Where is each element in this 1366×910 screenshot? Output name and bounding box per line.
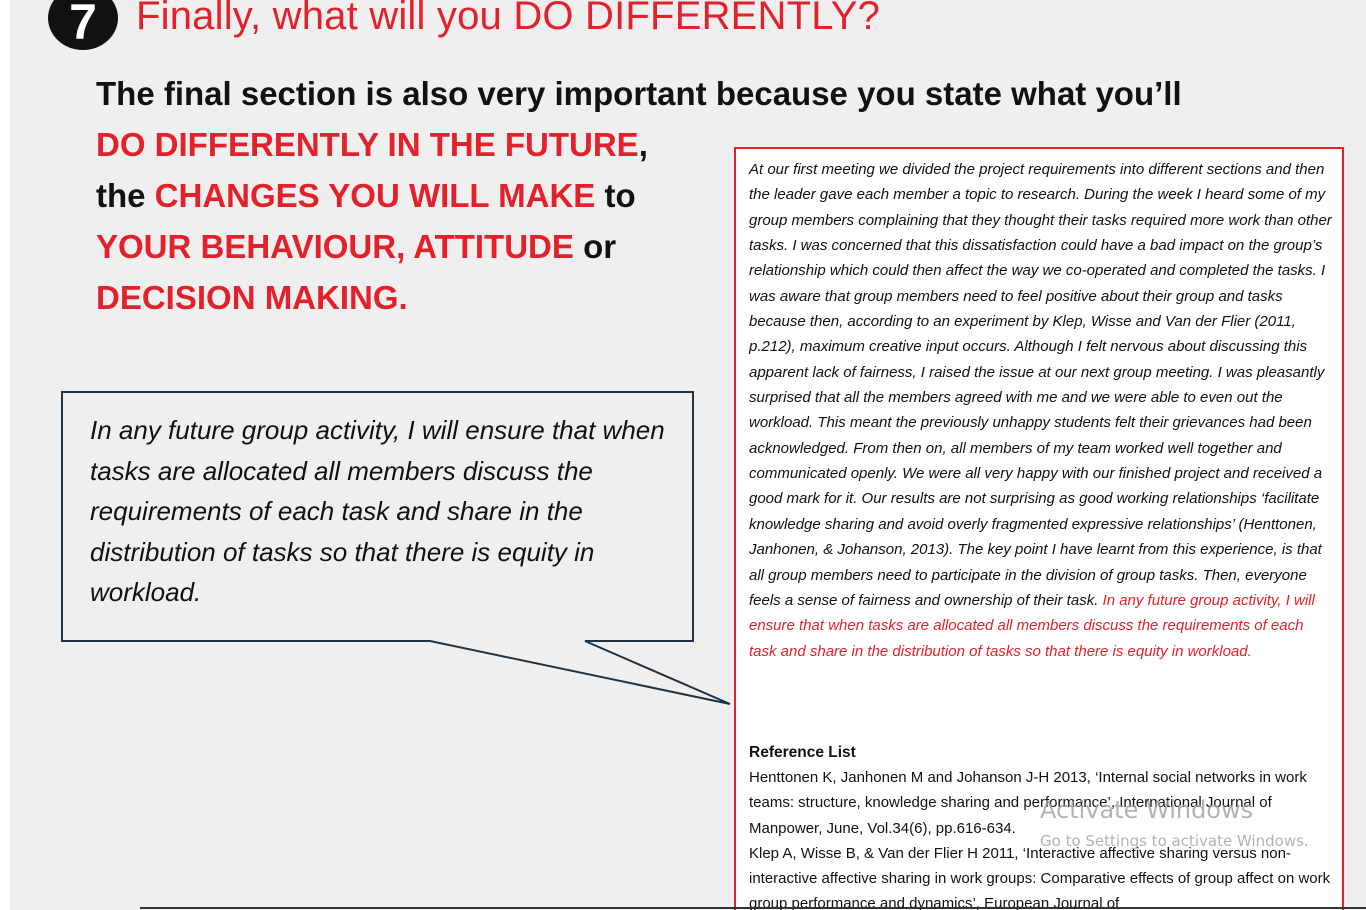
reference-list: Henttonen K, Janhonen M and Johanson J-H… — [749, 765, 1333, 910]
reference-entry: Henttonen K, Janhonen M and Johanson J-H… — [749, 765, 1333, 841]
slide-bottom-rule — [140, 907, 1366, 909]
reflection-body: At our first meeting we divided the proj… — [749, 161, 1332, 609]
reflection-paragraph: At our first meeting we divided the proj… — [749, 157, 1333, 664]
slide: 7 Finally, what will you DO DIFFERENTLY?… — [10, 0, 1366, 910]
callout-text: In any future group activity, I will ens… — [90, 410, 665, 613]
reference-entry: Klep A, Wisse B, & Van der Flier H 2011,… — [749, 841, 1333, 910]
sample-reflection-box: At our first meeting we divided the proj… — [734, 147, 1344, 910]
reference-list-heading: Reference List — [749, 740, 856, 765]
